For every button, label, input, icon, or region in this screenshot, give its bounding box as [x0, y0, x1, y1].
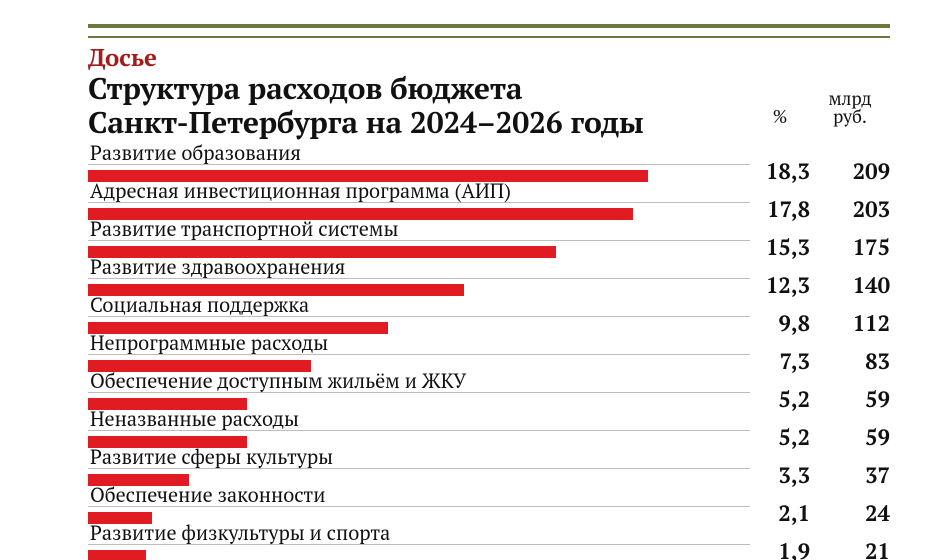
- row-label: Развитие образования: [90, 143, 301, 163]
- row-label-wrap: Развитие сферы культуры: [88, 448, 750, 469]
- row-label-wrap: Развитие физкультуры и спорта: [88, 524, 750, 545]
- row-rub: 21: [818, 537, 890, 560]
- row-label-wrap: Социальная поддержка: [88, 296, 750, 317]
- bar-chart: % млрд руб. Развитие образования18,3209А…: [88, 144, 890, 560]
- chart-row: Развитие образования18,3209: [88, 144, 890, 182]
- header-percent: %: [750, 108, 810, 127]
- column-headers: % млрд руб.: [750, 90, 890, 128]
- row-percent: 1,9: [742, 537, 810, 560]
- chart-row: Развитие сферы культуры3,337: [88, 448, 890, 486]
- chart-row: Адресная инвестиционная программа (АИП)1…: [88, 182, 890, 220]
- page: Досье Структура расходов бюджета Санкт-П…: [0, 0, 930, 560]
- row-label: Развитие транспортной системы: [90, 219, 398, 239]
- chart-row: Развитие здравоохранения12,3140: [88, 258, 890, 296]
- row-label-wrap: Адресная инвестиционная программа (АИП): [88, 182, 750, 203]
- row-label: Неназванные расходы: [90, 409, 299, 429]
- chart-rows: Развитие образования18,3209Адресная инве…: [88, 144, 890, 560]
- row-label: Развитие физкультуры и спорта: [90, 523, 390, 543]
- header-rubles: млрд руб.: [810, 90, 890, 128]
- chart-row: Обеспечение законности2,124: [88, 486, 890, 524]
- row-label-wrap: Непрограммные расходы: [88, 334, 750, 355]
- row-label-wrap: Обеспечение законности: [88, 486, 750, 507]
- chart-row: Непрограммные расходы7,383: [88, 334, 890, 372]
- row-label-wrap: Неназванные расходы: [88, 410, 750, 431]
- row-label: Непрограммные расходы: [90, 333, 328, 353]
- chart-row: Обеспечение доступным жильём и ЖКУ5,259: [88, 372, 890, 410]
- chart-row: Развитие физкультуры и спорта 1,9 21: [88, 524, 890, 560]
- row-label: Обеспечение законности: [90, 485, 325, 505]
- row-label-wrap: Обеспечение доступным жильём и ЖКУ: [88, 372, 750, 393]
- row-label: Развитие здравоохранения: [90, 257, 345, 277]
- row-label: Обеспечение доступным жильём и ЖКУ: [90, 371, 466, 391]
- row-label-wrap: Развитие здравоохранения: [88, 258, 750, 279]
- kicker: Досье: [88, 44, 890, 70]
- row-label: Социальная поддержка: [90, 295, 309, 315]
- chart-row: Социальная поддержка9,8112: [88, 296, 890, 334]
- top-double-rule: [88, 24, 890, 38]
- row-label: Адресная инвестиционная программа (АИП): [90, 181, 511, 201]
- row-label-wrap: Развитие транспортной системы: [88, 220, 750, 241]
- chart-row: Развитие транспортной системы15,3175: [88, 220, 890, 258]
- chart-row: Неназванные расходы5,259: [88, 410, 890, 448]
- row-label-wrap: Развитие образования: [88, 144, 750, 165]
- row-label: Развитие сферы культуры: [90, 447, 333, 467]
- row-bar: [88, 550, 146, 560]
